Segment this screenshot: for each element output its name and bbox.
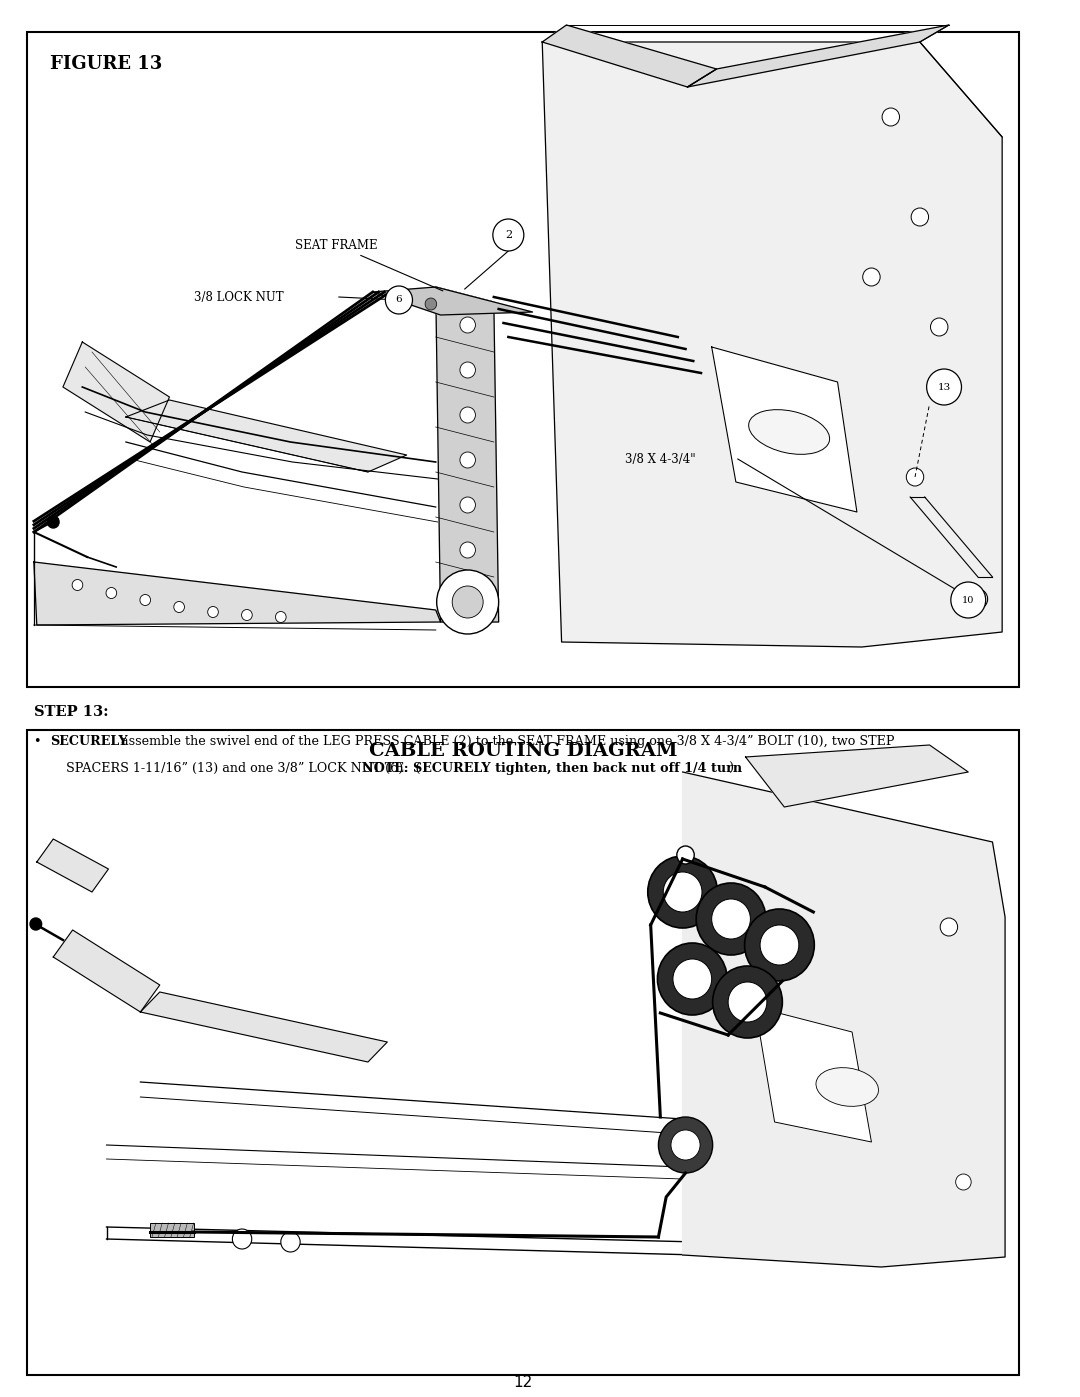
Text: ): )	[728, 761, 733, 775]
Polygon shape	[542, 42, 1002, 647]
Text: NOTE: SECURELY tighten, then back nut off 1/4 turn: NOTE: SECURELY tighten, then back nut of…	[362, 761, 742, 775]
Circle shape	[106, 588, 117, 598]
Circle shape	[72, 580, 83, 591]
Circle shape	[713, 965, 782, 1038]
Circle shape	[760, 925, 799, 965]
Circle shape	[744, 909, 814, 981]
Circle shape	[48, 515, 59, 528]
Circle shape	[941, 918, 958, 936]
Circle shape	[386, 286, 413, 314]
Circle shape	[492, 219, 524, 251]
Text: •: •	[33, 735, 50, 747]
Text: 12: 12	[513, 1375, 532, 1390]
Text: FIGURE 13: FIGURE 13	[51, 54, 163, 73]
Text: 6: 6	[395, 296, 402, 305]
Polygon shape	[755, 1007, 872, 1141]
Circle shape	[232, 1229, 252, 1249]
Circle shape	[671, 1130, 700, 1160]
Circle shape	[460, 317, 475, 332]
Polygon shape	[373, 286, 532, 314]
Polygon shape	[126, 400, 407, 472]
Polygon shape	[33, 562, 441, 624]
Circle shape	[659, 1118, 713, 1173]
Circle shape	[712, 900, 751, 939]
Circle shape	[460, 362, 475, 379]
Text: assemble the swivel end of the LEG PRESS CABLE (2) to the SEAT FRAME using one 3: assemble the swivel end of the LEG PRESS…	[117, 735, 894, 747]
Circle shape	[275, 612, 286, 623]
Circle shape	[30, 918, 42, 930]
Circle shape	[658, 943, 727, 1016]
Circle shape	[460, 407, 475, 423]
Text: SPACERS 1-11/16” (13) and one 3/8” LOCK NUT (6).  (: SPACERS 1-11/16” (13) and one 3/8” LOCK …	[51, 761, 421, 775]
Polygon shape	[37, 840, 108, 893]
Bar	[27, 731, 1018, 1375]
Polygon shape	[688, 25, 949, 87]
Circle shape	[426, 298, 436, 310]
Circle shape	[663, 872, 702, 912]
Ellipse shape	[748, 409, 829, 454]
Circle shape	[863, 268, 880, 286]
Ellipse shape	[816, 1067, 878, 1106]
Polygon shape	[140, 992, 388, 1062]
Circle shape	[453, 585, 483, 617]
Circle shape	[174, 602, 185, 612]
Circle shape	[912, 208, 929, 226]
Circle shape	[950, 583, 986, 617]
Bar	[150, 1222, 193, 1236]
Text: SEAT FRAME: SEAT FRAME	[295, 239, 443, 291]
Polygon shape	[53, 930, 160, 1011]
Circle shape	[673, 958, 712, 999]
Circle shape	[207, 606, 218, 617]
Circle shape	[436, 570, 499, 634]
Circle shape	[648, 856, 717, 928]
Text: SECURELY: SECURELY	[51, 735, 127, 747]
Circle shape	[460, 542, 475, 557]
Circle shape	[396, 293, 407, 305]
Text: CABLE ROUTING DIAGRAM: CABLE ROUTING DIAGRAM	[368, 742, 677, 760]
Circle shape	[969, 590, 987, 609]
Bar	[27, 32, 1018, 687]
Circle shape	[677, 847, 694, 863]
Text: 3/8 LOCK NUT: 3/8 LOCK NUT	[193, 291, 283, 303]
Circle shape	[140, 595, 150, 605]
Polygon shape	[683, 773, 1005, 1267]
Polygon shape	[745, 745, 969, 807]
Polygon shape	[63, 342, 170, 441]
Text: 10: 10	[962, 595, 974, 605]
Text: STEP 13:: STEP 13:	[33, 705, 108, 719]
Circle shape	[242, 609, 253, 620]
Circle shape	[460, 497, 475, 513]
Circle shape	[927, 369, 961, 405]
Circle shape	[956, 1173, 971, 1190]
Circle shape	[728, 982, 767, 1023]
Circle shape	[281, 1232, 300, 1252]
Text: 2: 2	[504, 231, 512, 240]
Circle shape	[931, 319, 948, 337]
Circle shape	[882, 108, 900, 126]
Text: 3/8 X 4-3/4": 3/8 X 4-3/4"	[624, 453, 696, 465]
Text: 13: 13	[937, 383, 950, 391]
Polygon shape	[712, 346, 856, 511]
Circle shape	[906, 468, 923, 486]
Circle shape	[460, 453, 475, 468]
Circle shape	[697, 883, 766, 956]
Polygon shape	[542, 25, 716, 87]
Polygon shape	[435, 286, 499, 622]
